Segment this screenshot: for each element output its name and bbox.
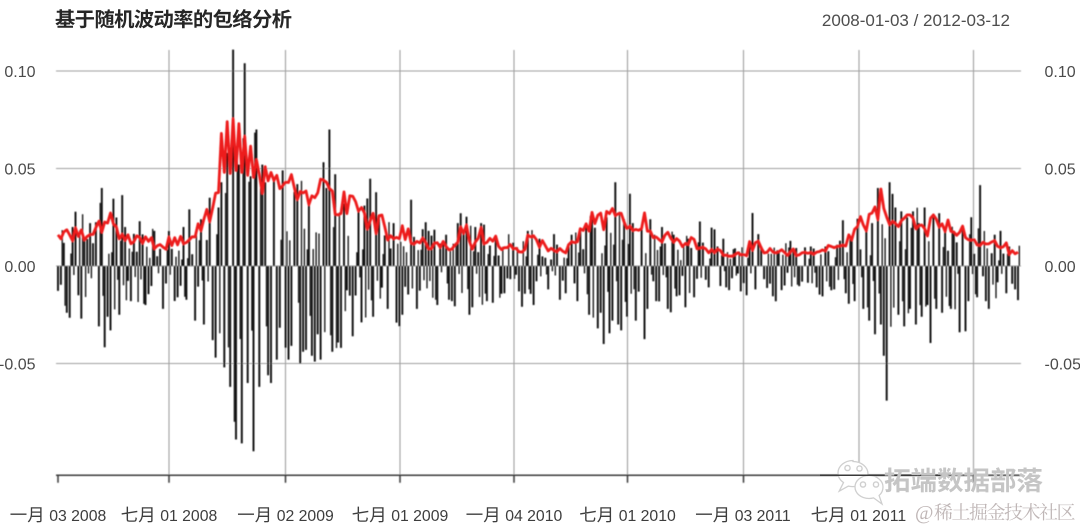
svg-text:@: @: [915, 502, 933, 524]
svg-text:01 2008: 01 2008: [160, 508, 217, 525]
svg-text:-0.05: -0.05: [0, 356, 36, 373]
svg-text:01 2011: 01 2011: [850, 508, 906, 525]
svg-text:0.05: 0.05: [1045, 161, 1076, 178]
svg-text:01 2009: 01 2009: [391, 508, 448, 525]
svg-text:0.05: 0.05: [4, 161, 35, 178]
svg-text:02 2009: 02 2009: [277, 508, 334, 525]
svg-text:01 2010: 01 2010: [619, 508, 676, 525]
svg-text:03 2008: 03 2008: [49, 508, 106, 525]
svg-text:03 2011: 03 2011: [735, 508, 791, 525]
svg-text:0.00: 0.00: [1045, 259, 1076, 276]
svg-text:-0.05: -0.05: [1045, 356, 1080, 373]
svg-text:0.00: 0.00: [4, 259, 35, 276]
svg-text:0.10: 0.10: [4, 64, 35, 81]
svg-text:0.10: 0.10: [1045, 64, 1076, 81]
svg-text:2008-01-03 / 2012-03-12: 2008-01-03 / 2012-03-12: [822, 11, 1010, 30]
svg-text:04 2010: 04 2010: [505, 508, 562, 525]
